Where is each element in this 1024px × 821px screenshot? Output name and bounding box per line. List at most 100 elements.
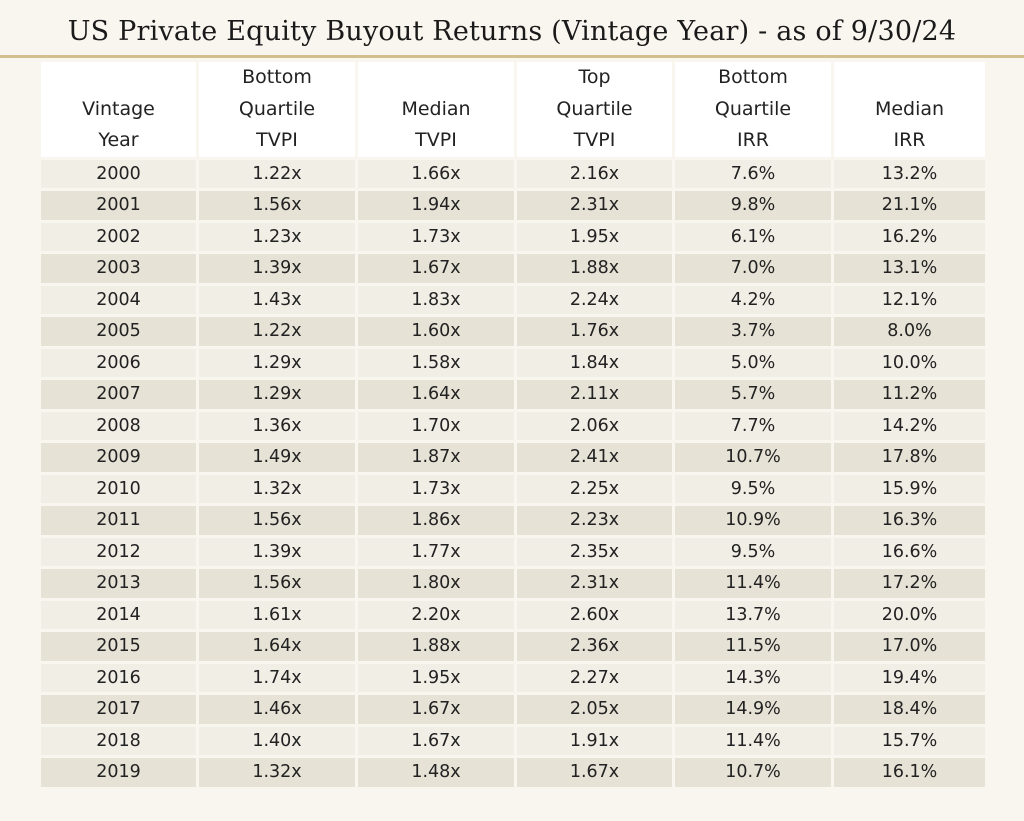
- table-row: 2017 1.46x 1.67x 2.05x 14.9% 18.4%: [41, 695, 985, 724]
- table-cell: 2.24x: [517, 285, 672, 314]
- table-cell: 21.1%: [834, 191, 985, 220]
- table-row: 2009 1.49x 1.87x 2.41x 10.7% 17.8%: [41, 443, 985, 472]
- table-row: 2003 1.39x 1.67x 1.88x 7.0% 13.1%: [41, 254, 985, 283]
- vintage-year-cell: 2017: [41, 695, 196, 724]
- table-cell: 7.0%: [675, 254, 831, 283]
- table-cell: 12.1%: [834, 285, 985, 314]
- table-cell: 3.7%: [675, 317, 831, 346]
- table-cell: 1.46x: [199, 695, 355, 724]
- table-row: 2007 1.29x 1.64x 2.11x 5.7% 11.2%: [41, 380, 985, 409]
- vintage-year-cell: 2016: [41, 663, 196, 692]
- table-body: 2000 1.22x 1.66x 2.16x 7.6% 13.2% 2001 1.56x 1.9…: [41, 159, 985, 787]
- vintage-year-cell: 2007: [41, 380, 196, 409]
- table-cell: 6.1%: [675, 222, 831, 251]
- vintage-year-cell: 2008: [41, 411, 196, 440]
- vintage-year-cell: 2013: [41, 569, 196, 598]
- table-cell: 2.60x: [517, 600, 672, 629]
- table-cell: 11.5%: [675, 632, 831, 661]
- vintage-year-cell: 2004: [41, 285, 196, 314]
- table-cell: 13.1%: [834, 254, 985, 283]
- table-cell: 1.29x: [199, 348, 355, 377]
- vintage-year-cell: 2009: [41, 443, 196, 472]
- table-cell: 1.70x: [358, 411, 514, 440]
- table-cell: 1.88x: [517, 254, 672, 283]
- table-cell: 1.80x: [358, 569, 514, 598]
- column-header-line: IRR: [893, 129, 926, 151]
- table-row: 2005 1.22x 1.60x 1.76x 3.7% 8.0%: [41, 317, 985, 346]
- table-cell: 10.9%: [675, 506, 831, 535]
- table-cell: 1.22x: [199, 317, 355, 346]
- table-cell: 1.64x: [358, 380, 514, 409]
- column-header-line: Quartile: [238, 97, 316, 120]
- table-cell: 1.32x: [199, 474, 355, 503]
- table-cell: 1.67x: [517, 758, 672, 787]
- column-header: Vintage Year: [41, 62, 196, 157]
- table-cell: 1.74x: [199, 663, 355, 692]
- table-row: 2002 1.23x 1.73x 1.95x 6.1% 16.2%: [41, 222, 985, 251]
- table-cell: 1.95x: [517, 222, 672, 251]
- column-header-line: Quartile: [714, 97, 792, 120]
- table-cell: 2.11x: [517, 380, 672, 409]
- table-cell: 2.36x: [517, 632, 672, 661]
- table-cell: 19.4%: [834, 663, 985, 692]
- table-cell: 10.7%: [675, 443, 831, 472]
- column-header-line: Bottom: [242, 66, 312, 88]
- table-row: 2012 1.39x 1.77x 2.35x 9.5% 16.6%: [41, 537, 985, 566]
- table-cell: 4.2%: [675, 285, 831, 314]
- vintage-year-cell: 2018: [41, 726, 196, 755]
- table-row: 2015 1.64x 1.88x 2.36x 11.5% 17.0%: [41, 632, 985, 661]
- table-row: 2013 1.56x 1.80x 2.31x 11.4% 17.2%: [41, 569, 985, 598]
- table-cell: 1.39x: [199, 254, 355, 283]
- table-cell: 17.2%: [834, 569, 985, 598]
- table-cell: 1.83x: [358, 285, 514, 314]
- table-cell: 1.67x: [358, 254, 514, 283]
- column-header-line: Year: [98, 129, 139, 151]
- table-cell: 1.49x: [199, 443, 355, 472]
- column-header: Median TVPI: [358, 62, 514, 157]
- table-cell: 2.27x: [517, 663, 672, 692]
- table-row: 2006 1.29x 1.58x 1.84x 5.0% 10.0%: [41, 348, 985, 377]
- table-cell: 2.25x: [517, 474, 672, 503]
- table-cell: 1.66x: [358, 159, 514, 188]
- table-cell: 2.31x: [517, 191, 672, 220]
- table-cell: 8.0%: [834, 317, 985, 346]
- table-cell: 1.94x: [358, 191, 514, 220]
- table-cell: 1.56x: [199, 191, 355, 220]
- column-header: Top Quartile TVPI: [517, 62, 672, 157]
- header-row: Vintage Year Bottom Quartile TVPI Median TVP…: [41, 62, 985, 157]
- table-cell: 9.5%: [675, 474, 831, 503]
- table-cell: 16.1%: [834, 758, 985, 787]
- table-cell: 15.7%: [834, 726, 985, 755]
- table-cell: 5.0%: [675, 348, 831, 377]
- table-cell: 14.3%: [675, 663, 831, 692]
- table-cell: 1.64x: [199, 632, 355, 661]
- table-cell: 1.87x: [358, 443, 514, 472]
- table-cell: 1.39x: [199, 537, 355, 566]
- table-cell: 1.67x: [358, 695, 514, 724]
- table-cell: 1.95x: [358, 663, 514, 692]
- table-cell: 7.6%: [675, 159, 831, 188]
- table-row: 2001 1.56x 1.94x 2.31x 9.8% 21.1%: [41, 191, 985, 220]
- chart-title: US Private Equity Buyout Returns (Vintag…: [67, 16, 957, 47]
- table-cell: 2.20x: [358, 600, 514, 629]
- vintage-year-cell: 2006: [41, 348, 196, 377]
- column-header: Bottom Quartile IRR: [675, 62, 831, 157]
- table-cell: 10.7%: [675, 758, 831, 787]
- table-row: 2019 1.32x 1.48x 1.67x 10.7% 16.1%: [41, 758, 985, 787]
- table-cell: 1.40x: [199, 726, 355, 755]
- table-cell: 13.2%: [834, 159, 985, 188]
- table-cell: 1.22x: [199, 159, 355, 188]
- vintage-year-cell: 2012: [41, 537, 196, 566]
- table-cell: 1.29x: [199, 380, 355, 409]
- returns-table: Vintage Year Bottom Quartile TVPI Median TVP…: [38, 59, 988, 790]
- table-cell: 1.32x: [199, 758, 355, 787]
- table-cell: 16.3%: [834, 506, 985, 535]
- table-cell: 16.2%: [834, 222, 985, 251]
- table-cell: 1.23x: [199, 222, 355, 251]
- column-header-line: Bottom: [718, 66, 788, 88]
- table-row: 2004 1.43x 1.83x 2.24x 4.2% 12.1%: [41, 285, 985, 314]
- title-bar: US Private Equity Buyout Returns (Vintag…: [0, 0, 1024, 58]
- table-row: 2018 1.40x 1.67x 1.91x 11.4% 15.7%: [41, 726, 985, 755]
- table-cell: 1.58x: [358, 348, 514, 377]
- table-cell: 1.56x: [199, 569, 355, 598]
